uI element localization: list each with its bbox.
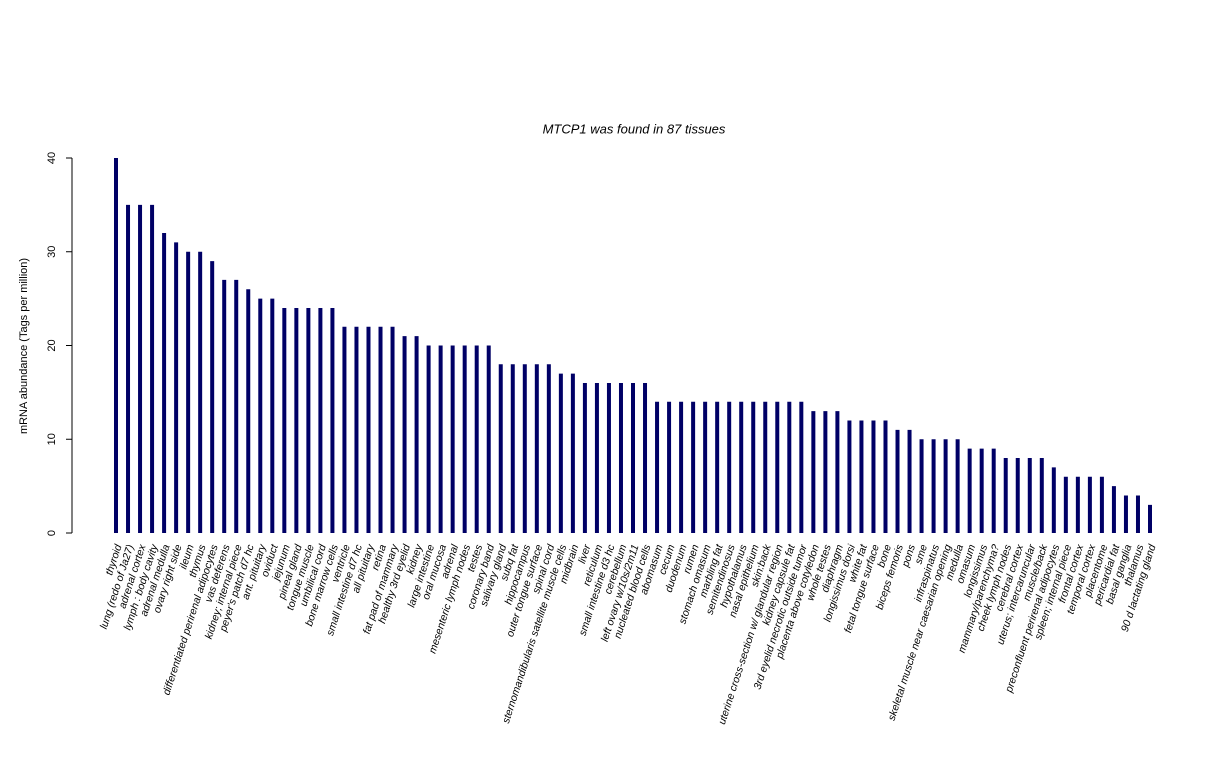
bar <box>306 308 311 533</box>
bar <box>631 383 635 533</box>
y-axis-label: mRNA abundance (Tags per million) <box>18 258 30 434</box>
bar <box>739 401 744 533</box>
bar <box>955 439 960 533</box>
bar <box>246 289 251 533</box>
bar <box>727 401 732 533</box>
bar <box>366 326 371 533</box>
y-tick-label: 0 <box>46 530 58 536</box>
bar <box>342 326 347 533</box>
bar <box>330 308 335 533</box>
bar <box>126 204 131 533</box>
bar <box>1039 458 1044 533</box>
bar <box>787 401 792 533</box>
bar <box>558 373 563 533</box>
bar <box>967 448 972 533</box>
bar <box>606 383 611 533</box>
bar <box>378 326 383 533</box>
bar <box>679 401 684 533</box>
bar <box>775 401 780 533</box>
bar <box>354 326 359 533</box>
bar <box>667 401 672 533</box>
y-tick-label: 20 <box>46 339 58 351</box>
bar <box>582 383 587 533</box>
y-tick-label: 30 <box>46 246 58 258</box>
bar <box>294 308 299 533</box>
bar <box>546 364 551 533</box>
bar <box>835 411 840 533</box>
bar <box>426 345 431 533</box>
bar <box>991 448 996 533</box>
bar <box>907 429 912 533</box>
bar <box>498 364 503 533</box>
bar <box>594 383 599 533</box>
bar <box>186 251 191 533</box>
bar <box>919 439 924 533</box>
bar <box>570 373 575 533</box>
bar <box>1087 476 1092 533</box>
bar <box>114 158 118 533</box>
bar <box>1027 458 1032 533</box>
bar <box>895 429 900 533</box>
bar <box>282 308 287 533</box>
bar <box>691 401 696 533</box>
bar <box>859 420 864 533</box>
bar <box>234 279 239 533</box>
bar <box>931 439 936 533</box>
bar <box>438 345 443 533</box>
bar <box>162 233 167 533</box>
chart-title: MTCP1 was found in 87 tissues <box>543 121 726 136</box>
bar <box>1003 458 1008 533</box>
bar <box>210 261 215 533</box>
bar <box>799 401 804 533</box>
y-tick-label: 40 <box>46 152 58 164</box>
bar <box>643 383 648 533</box>
bar <box>222 279 227 533</box>
bar <box>1135 495 1140 533</box>
bar <box>258 298 263 533</box>
bar <box>811 411 816 533</box>
bar <box>462 345 467 533</box>
bar <box>450 345 455 533</box>
bar <box>1051 467 1056 533</box>
bar <box>402 336 407 533</box>
bar <box>751 401 756 533</box>
bar <box>318 308 323 533</box>
bar <box>510 364 515 533</box>
bar <box>150 204 155 533</box>
x-tick-label: sme <box>913 543 931 566</box>
bar <box>943 439 948 533</box>
bar <box>823 411 828 533</box>
bar <box>703 401 708 533</box>
bar <box>883 420 888 533</box>
x-tick-label: liver <box>576 543 594 565</box>
bar <box>1015 458 1020 533</box>
bar <box>1111 486 1116 533</box>
bar <box>763 401 768 533</box>
bar <box>1063 476 1068 533</box>
bar <box>715 401 720 533</box>
bar <box>390 326 395 533</box>
bar <box>1075 476 1080 533</box>
bar <box>1123 495 1128 533</box>
bar <box>198 251 203 533</box>
bar <box>486 345 491 533</box>
bar <box>522 364 527 533</box>
bar <box>979 448 984 533</box>
bar <box>270 298 275 533</box>
bar <box>655 401 660 533</box>
bar <box>1099 476 1104 533</box>
bar <box>847 420 852 533</box>
bar <box>1148 504 1152 533</box>
bar <box>534 364 539 533</box>
bar <box>871 420 876 533</box>
bar <box>474 345 479 533</box>
bar <box>174 242 179 533</box>
bar <box>138 204 143 533</box>
bar <box>618 383 623 533</box>
bar <box>414 336 419 533</box>
y-tick-label: 10 <box>46 433 58 445</box>
